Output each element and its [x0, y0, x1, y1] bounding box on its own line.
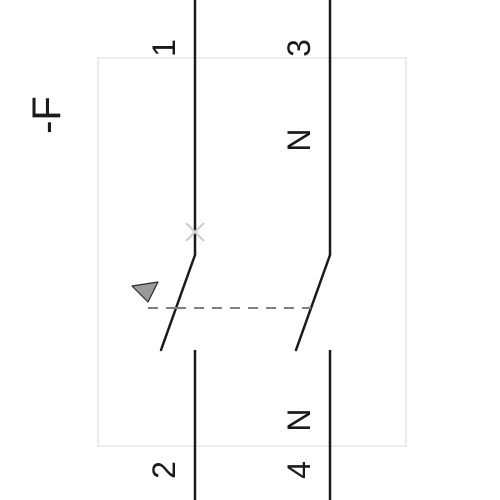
terminal-4-label: 4: [281, 461, 317, 479]
terminal-1-label: 1: [146, 39, 182, 57]
terminal-3-label: 3: [281, 39, 317, 57]
symbol-outline: [98, 58, 406, 446]
component-designator: -F: [25, 96, 69, 134]
circuit-breaker-symbol: -F 1 2 3 4 N N: [0, 0, 500, 500]
neutral-mark-bottom: N: [281, 408, 317, 431]
trip-arrow-icon: [132, 282, 158, 302]
neutral-mark-top: N: [281, 128, 317, 151]
terminal-2-label: 2: [146, 461, 182, 479]
pole-N-contact: [296, 255, 330, 350]
pole-L-contact: [161, 255, 195, 350]
